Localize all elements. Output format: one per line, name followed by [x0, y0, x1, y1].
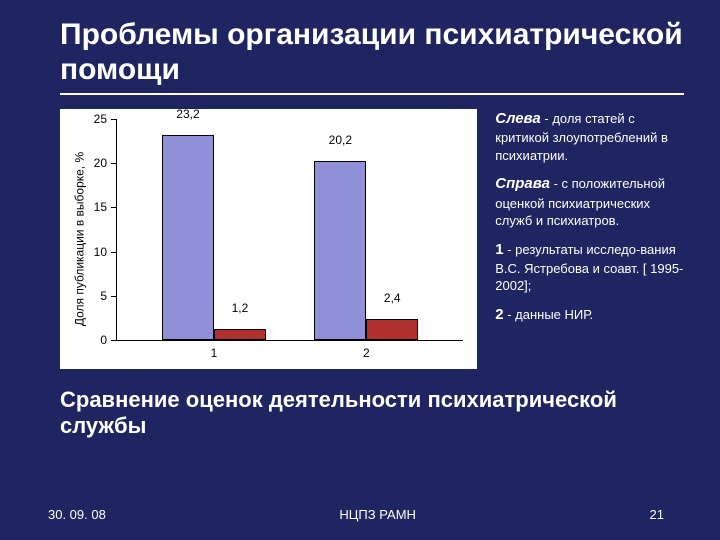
y-tick-label: 15 — [94, 200, 107, 214]
footer-page: 21 — [650, 507, 664, 522]
chart-plot-area: 0510152025123,21,2220,22,4 — [116, 119, 463, 341]
legend-right-lead: Справа — [495, 175, 550, 192]
bar-value-label: 20,2 — [329, 133, 352, 147]
y-tick — [111, 340, 117, 341]
x-tick-label: 1 — [211, 346, 218, 360]
slide-title: Проблемы организации психиатрической пом… — [60, 18, 684, 87]
legend-right: Справа - с положительной оценкой психиат… — [495, 174, 684, 229]
title-rule — [60, 93, 684, 95]
bar-value-label: 23,2 — [176, 107, 199, 121]
y-tick — [111, 163, 117, 164]
footer: 30. 09. 08 НЦПЗ РАМН 21 — [0, 507, 720, 522]
y-tick-label: 5 — [100, 289, 107, 303]
legend-key-2-rest: - данные НИР. — [504, 307, 593, 322]
y-tick — [111, 207, 117, 208]
chart-panel: Доля публикации в выборке, % 0 5 10 15 20 25 1… — [60, 109, 477, 369]
y-tick — [111, 119, 117, 120]
bar-value-label: 1,2 — [232, 301, 249, 315]
slide-subtitle: Сравнение оценок деятельности психиатрич… — [60, 387, 684, 440]
legend-left: Слева - доля статей с критикой злоупотре… — [495, 109, 684, 164]
bar-value-label: 2,4 — [384, 291, 401, 305]
footer-date: 30. 09. 08 — [48, 507, 106, 522]
y-tick-label: 10 — [94, 245, 107, 259]
slide: Проблемы организации психиатрической пом… — [0, 0, 720, 540]
content-row: Доля публикации в выборке, % 0 5 10 15 20 25 1… — [60, 109, 684, 369]
legend-key-2: 2 - данные НИР. — [495, 305, 684, 325]
y-tick-label: 25 — [94, 112, 107, 126]
legend-key-2-num: 2 — [495, 306, 503, 323]
footer-org: НЦПЗ РАМН — [339, 507, 416, 522]
legend-key-1-rest: - результаты исследо-вания В.С. Ястребов… — [495, 242, 683, 294]
chart-bar — [366, 319, 418, 340]
y-tick-label: 20 — [94, 156, 107, 170]
x-tick-label: 2 — [363, 346, 370, 360]
legend-key-1: 1 - результаты исследо-вания В.С. Ястреб… — [495, 240, 684, 295]
chart-bar — [214, 329, 266, 340]
legend-key-1-num: 1 — [495, 241, 503, 258]
legend-left-lead: Слева — [495, 110, 541, 127]
chart-bar — [314, 161, 366, 340]
y-tick — [111, 296, 117, 297]
y-tick — [111, 252, 117, 253]
chart-bar — [162, 135, 214, 340]
y-axis-label: Доля публикации в выборке, % — [72, 152, 86, 326]
legend-panel: Слева - доля статей с критикой злоупотре… — [495, 109, 684, 335]
y-tick-label: 0 — [100, 333, 107, 347]
